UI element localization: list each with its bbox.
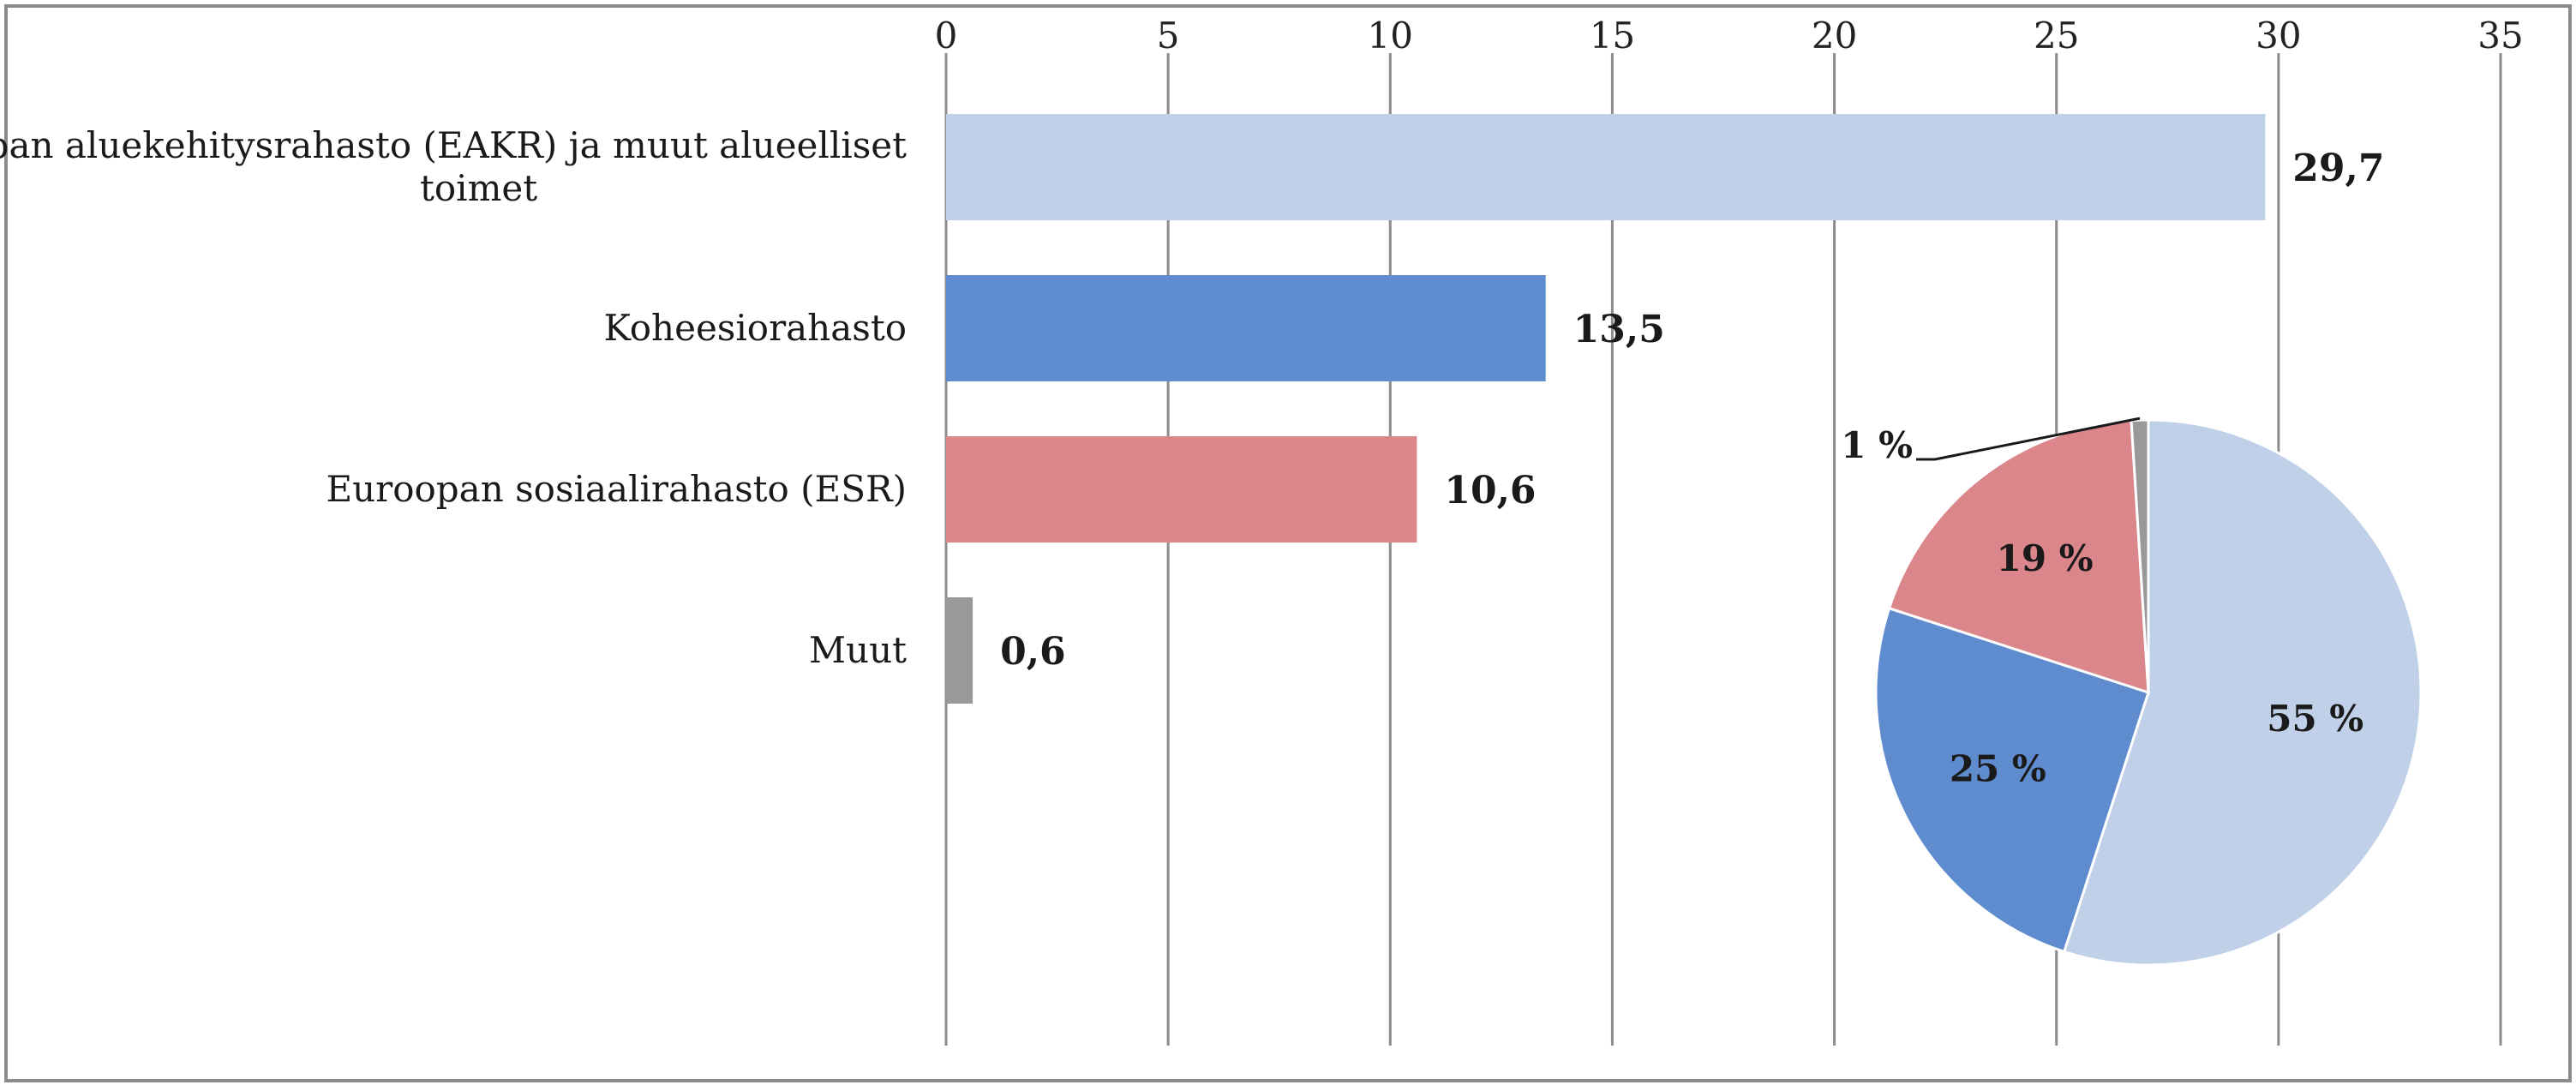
category-label: Euroopan aluekehitysrahasto (EAKR) ja mu… xyxy=(0,124,907,166)
pie-slice-label: 1 % xyxy=(1841,424,1913,466)
category-label: Muut xyxy=(809,629,907,671)
bar xyxy=(946,275,1546,381)
x-tick-label: 10 xyxy=(1368,15,1413,57)
category-label: Euroopan sosiaalirahasto (ESR) xyxy=(326,468,907,510)
x-axis-ticks: 0 5 10 15 20 25 30 35 xyxy=(935,15,2524,57)
x-tick-label: 5 xyxy=(1157,15,1180,57)
x-tick-label: 35 xyxy=(2477,15,2523,57)
bar-value-label: 29,7 xyxy=(2292,147,2384,190)
bar-data-labels: 29,7 13,5 10,6 0,6 xyxy=(1000,147,2384,674)
pie-slice xyxy=(2062,418,2423,967)
bar-value-label: 10,6 xyxy=(1444,469,1536,513)
pie-chart: 55 % 25 % 19 % 1 % xyxy=(1841,417,2423,967)
category-label: Koheesiorahasto xyxy=(604,307,908,349)
pie-leader-line xyxy=(1916,417,2141,461)
x-tick-label: 25 xyxy=(2034,15,2079,57)
x-tick-label: 20 xyxy=(1812,15,1857,57)
bar-value-label: 13,5 xyxy=(1573,308,1665,351)
bar-value-label: 0,6 xyxy=(1000,630,1066,674)
bar xyxy=(946,114,2266,220)
pie-slice xyxy=(1887,419,2150,695)
pie-slice-label: 19 % xyxy=(1997,537,2094,579)
bar xyxy=(946,436,1417,543)
pie-slice-label: 55 % xyxy=(2267,698,2363,740)
x-tick-label: 0 xyxy=(935,15,958,57)
category-label: toimet xyxy=(420,167,537,209)
pie-slice-label: 25 % xyxy=(1950,748,2046,790)
bar xyxy=(946,597,973,704)
x-tick-label: 15 xyxy=(1590,15,1635,57)
x-tick-label: 30 xyxy=(2255,15,2301,57)
bar-series xyxy=(946,114,2266,704)
pie-slice xyxy=(1874,606,2150,954)
category-labels: Euroopan aluekehitysrahasto (EAKR) ja mu… xyxy=(0,124,907,671)
